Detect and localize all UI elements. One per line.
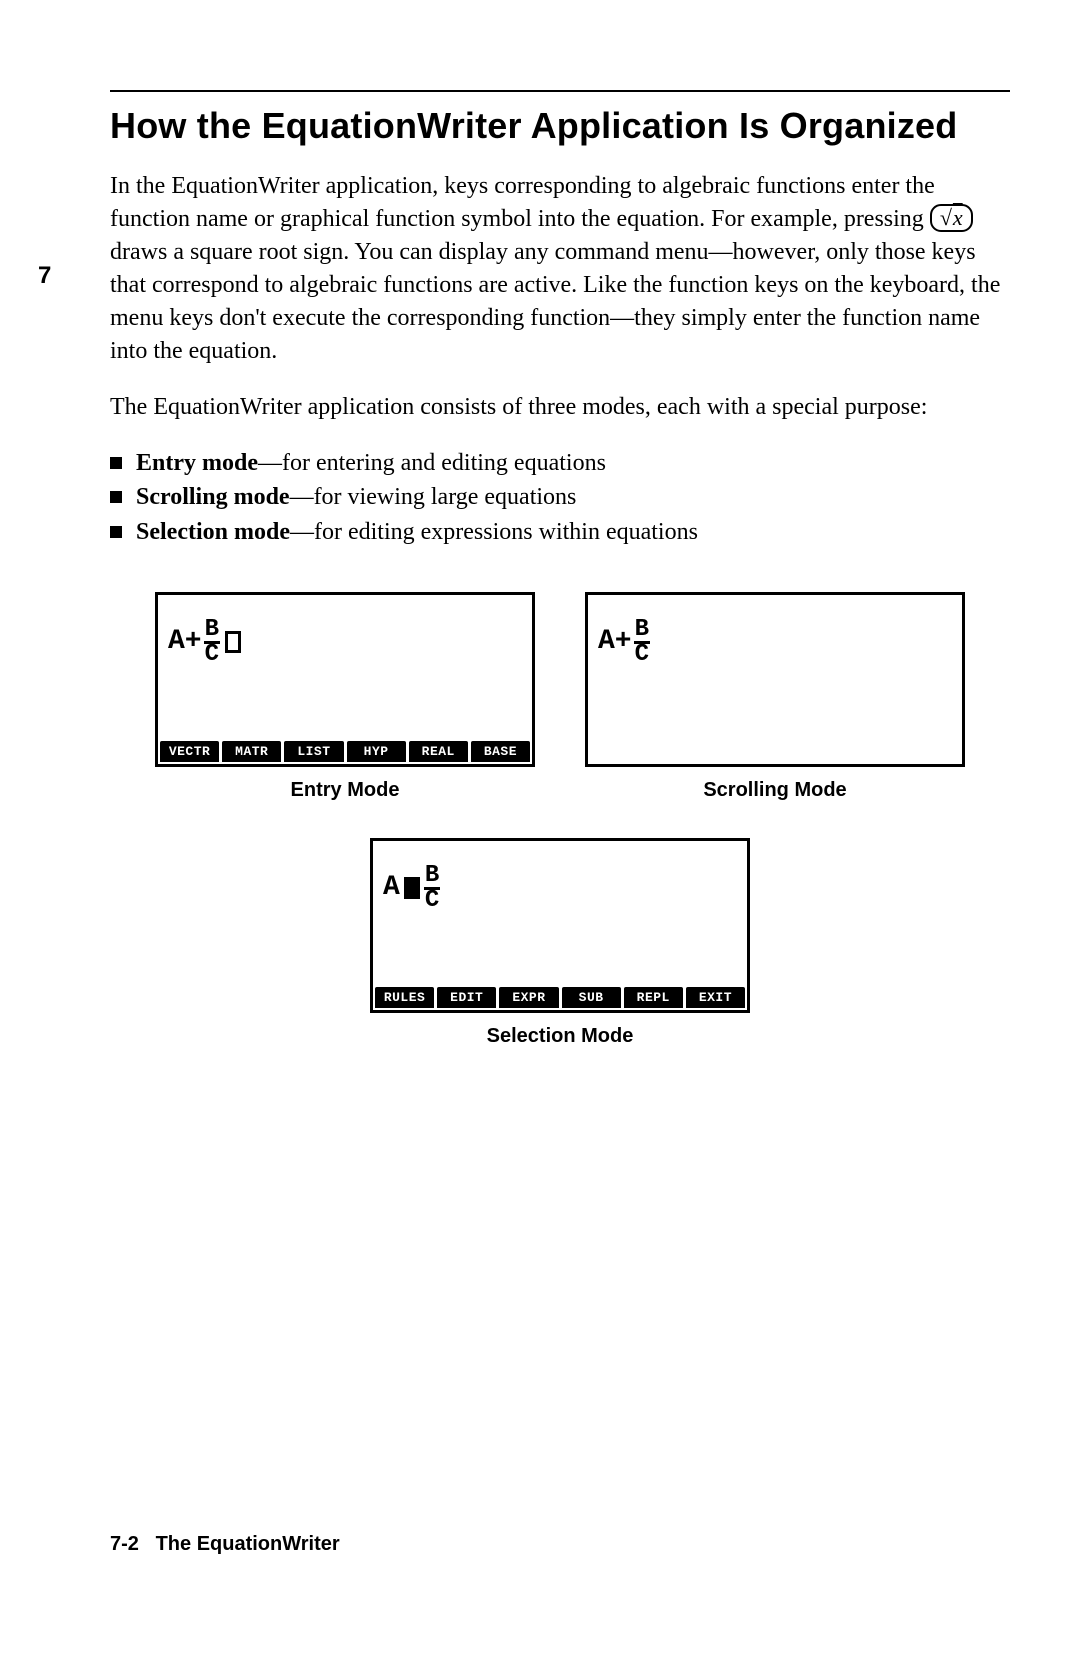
figure-entry-mode: A+ B C VECTR MATR LIST HYP REAL BASE [155, 592, 535, 802]
menu-key: RULES [375, 987, 434, 1008]
intro-paragraph: In the EquationWriter application, keys … [110, 170, 1010, 369]
intro-post: draws a square root sign. You can displa… [110, 239, 1000, 364]
mode-label: Entry mode [136, 450, 258, 476]
fraction-denominator: C [635, 644, 649, 665]
page: 7 How the EquationWriter Application Is … [0, 0, 1080, 1656]
paragraph-modes-intro: The EquationWriter application consists … [110, 391, 1010, 424]
mode-desc: —for entering and editing equations [258, 450, 606, 476]
equation: A+ B C [598, 619, 650, 665]
footer-page-number: 7-2 [110, 1533, 139, 1555]
screen-entry: A+ B C VECTR MATR LIST HYP REAL BASE [155, 592, 535, 767]
eq-text: A+ [168, 626, 202, 657]
footer-chapter-title: The EquationWriter [156, 1533, 340, 1555]
screen-body: A+ B C [588, 595, 962, 764]
menu-key: EXPR [499, 987, 558, 1008]
sqrt-arg: x [952, 205, 963, 230]
modes-list: Entry mode—for entering and editing equa… [110, 446, 1010, 550]
top-rule [110, 90, 1010, 92]
margin-chapter-number: 7 [38, 262, 51, 290]
mode-desc: —for viewing large equations [290, 484, 577, 510]
sqrt-keycap: √x [930, 204, 973, 232]
fraction: B C [634, 620, 650, 666]
cursor-filled-icon [404, 877, 420, 899]
figure-row-1: A+ B C VECTR MATR LIST HYP REAL BASE [110, 592, 1010, 802]
fraction: B C [204, 620, 220, 666]
equation: A+ B C [168, 619, 241, 665]
mode-label: Selection mode [136, 519, 290, 545]
menu-key: REAL [409, 741, 468, 762]
figure-selection-mode: A B C RULES EDIT EXPR SUB REPL EXIT [370, 838, 750, 1048]
fraction-denominator: C [205, 644, 219, 665]
screen-body: A+ B C [158, 595, 532, 741]
figure-caption: Scrolling Mode [703, 779, 846, 802]
sqrt-radical-icon: √ [940, 205, 952, 230]
figure-caption: Selection Mode [487, 1025, 634, 1048]
menu-key: MATR [222, 741, 281, 762]
fraction-denominator: C [425, 890, 439, 911]
menu-key: LIST [284, 741, 343, 762]
cursor-box-icon [225, 631, 241, 653]
figure-row-2: A B C RULES EDIT EXPR SUB REPL EXIT [110, 838, 1010, 1048]
screen-body: A B C [373, 841, 747, 987]
equation: A B C [383, 865, 440, 911]
intro-pre: In the EquationWriter application, keys … [110, 173, 935, 232]
mode-label: Scrolling mode [136, 484, 290, 510]
fraction: B C [424, 866, 440, 912]
list-item: Selection mode—for editing expressions w… [110, 515, 1010, 550]
menu-key: EXIT [686, 987, 745, 1008]
menu-key: VECTR [160, 741, 219, 762]
menu-key: REPL [624, 987, 683, 1008]
menu-key: EDIT [437, 987, 496, 1008]
menu-key: BASE [471, 741, 530, 762]
menu-bar: RULES EDIT EXPR SUB REPL EXIT [373, 987, 747, 1010]
list-item: Entry mode—for entering and editing equa… [110, 446, 1010, 481]
mode-desc: —for editing expressions within equation… [290, 519, 698, 545]
section-heading: How the EquationWriter Application Is Or… [110, 104, 1010, 148]
page-footer: 7-2 The EquationWriter [110, 1533, 340, 1556]
eq-text: A+ [598, 626, 632, 657]
list-item: Scrolling mode—for viewing large equatio… [110, 480, 1010, 515]
screen-selection: A B C RULES EDIT EXPR SUB REPL EXIT [370, 838, 750, 1013]
figure-scrolling-mode: A+ B C Scrolling Mode [585, 592, 965, 802]
eq-text: A [383, 872, 400, 903]
menu-key: SUB [562, 987, 621, 1008]
screen-scrolling: A+ B C [585, 592, 965, 767]
menu-bar: VECTR MATR LIST HYP REAL BASE [158, 741, 532, 764]
figure-caption: Entry Mode [291, 779, 400, 802]
menu-key: HYP [347, 741, 406, 762]
